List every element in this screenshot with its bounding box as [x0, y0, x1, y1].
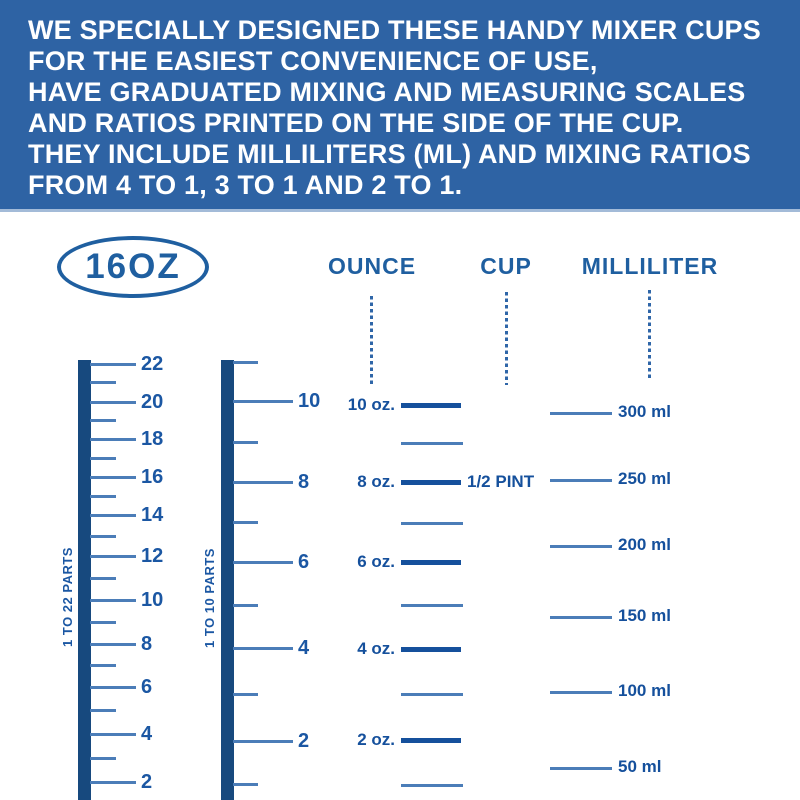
banner-line-3: HAVE GRADUATED MIXING AND MEASURING SCAL…	[28, 77, 746, 107]
major-tick	[233, 481, 293, 484]
tick-label: 18	[141, 428, 164, 450]
ounce-minor-line	[401, 522, 463, 525]
column-header-milliliter: MILLILITER	[581, 253, 719, 279]
minor-tick	[90, 621, 116, 624]
major-tick	[233, 740, 293, 743]
tick-label: 14	[141, 504, 164, 526]
ounce-label: 6 oz.	[357, 552, 395, 571]
tick-label: 6	[298, 551, 310, 573]
major-tick	[90, 514, 136, 517]
ml-label: 150 ml	[618, 606, 671, 625]
banner-line-4: AND RATIOS PRINTED ON THE SIDE OF THE CU…	[28, 108, 684, 138]
banner-line-6: FROM 4 TO 1, 3 TO 1 AND 2 TO 1.	[28, 170, 463, 200]
tick-label: 2	[141, 771, 153, 793]
size-badge-oval: 16OZ	[57, 236, 209, 298]
ml-label: 250 ml	[618, 469, 671, 488]
ounce-major-line	[401, 647, 461, 652]
minor-tick	[90, 709, 116, 712]
major-tick	[90, 438, 136, 441]
major-tick	[90, 401, 136, 404]
scale-bar	[78, 360, 91, 800]
ml-line	[550, 412, 612, 415]
major-tick	[90, 476, 136, 479]
tick-label: 10	[141, 589, 164, 611]
ml-line	[550, 691, 612, 694]
milliliter-dotted-line	[648, 290, 651, 380]
ounce-label: 2 oz.	[357, 730, 395, 749]
tick-label: 16	[141, 466, 164, 488]
header-banner: WE SPECIALLY DESIGNED THESE HANDY MIXER …	[0, 0, 800, 212]
tick-label: 8	[141, 633, 153, 655]
cup-dotted-line	[505, 292, 508, 385]
tick-label: 2	[298, 730, 310, 752]
major-tick	[233, 647, 293, 650]
column-header-cup: CUP	[480, 253, 532, 279]
tick-label: 10	[298, 390, 321, 412]
banner-line-2: FOR THE EASIEST CONVENIENCE OF USE,	[28, 46, 598, 76]
major-tick	[90, 733, 136, 736]
major-tick	[90, 781, 136, 784]
minor-tick	[233, 783, 258, 786]
major-tick	[90, 686, 136, 689]
ounce-major-line	[401, 560, 461, 565]
ml-line	[550, 616, 612, 619]
tick-label: 8	[298, 471, 310, 493]
ml-label: 300 ml	[618, 402, 671, 421]
major-tick	[90, 643, 136, 646]
ml-line	[550, 479, 612, 482]
banner-line-1: WE SPECIALLY DESIGNED THESE HANDY MIXER …	[28, 15, 761, 45]
major-tick	[90, 599, 136, 602]
minor-tick	[90, 664, 116, 667]
ounce-label: 8 oz.	[357, 472, 395, 491]
ml-line	[550, 545, 612, 548]
major-tick	[90, 363, 136, 366]
tick-label: 20	[141, 391, 164, 413]
minor-tick	[233, 521, 258, 524]
minor-tick	[233, 693, 258, 696]
pint-note-label: 1/2 PINT	[467, 472, 535, 491]
ounce-minor-line	[401, 693, 463, 696]
ounce-label: 4 oz.	[357, 639, 395, 658]
ounce-minor-line	[401, 604, 463, 607]
column-header-ounce: OUNCE	[327, 253, 417, 279]
minor-tick	[233, 604, 258, 607]
minor-tick	[90, 381, 116, 384]
ounce-label: 10 oz.	[347, 395, 395, 414]
minor-tick	[90, 535, 116, 538]
major-tick	[233, 561, 293, 564]
tick-label: 6	[141, 676, 153, 698]
tick-label: 22	[141, 353, 164, 375]
major-tick	[233, 400, 293, 403]
ounce-major-line	[401, 738, 461, 743]
minor-tick	[233, 361, 258, 364]
scale-side-label: 1 TO 10 PARTS	[202, 548, 217, 648]
ml-label: 100 ml	[618, 681, 671, 700]
tick-label: 12	[141, 545, 164, 567]
ml-label: 200 ml	[618, 535, 671, 554]
size-badge-label: 16OZ	[85, 247, 181, 286]
minor-tick	[233, 441, 258, 444]
minor-tick	[90, 419, 116, 422]
scale-bar	[221, 360, 234, 800]
ounce-dotted-line	[370, 296, 373, 384]
tick-label: 4	[141, 723, 153, 745]
minor-tick	[90, 495, 116, 498]
ounce-major-line	[401, 480, 461, 485]
minor-tick	[90, 757, 116, 760]
banner-text-block: WE SPECIALLY DESIGNED THESE HANDY MIXER …	[0, 0, 800, 201]
tick-label: 4	[298, 637, 310, 659]
ounce-minor-line	[401, 442, 463, 445]
ounce-major-line	[401, 403, 461, 408]
ml-line	[550, 767, 612, 770]
major-tick	[90, 555, 136, 558]
banner-line-5: THEY INCLUDE MILLILITERS (ML) AND MIXING…	[28, 139, 751, 169]
minor-tick	[90, 577, 116, 580]
minor-tick	[90, 457, 116, 460]
scale-side-label: 1 TO 22 PARTS	[60, 547, 75, 647]
ml-label: 50 ml	[618, 757, 662, 776]
ounce-minor-line	[401, 784, 463, 787]
